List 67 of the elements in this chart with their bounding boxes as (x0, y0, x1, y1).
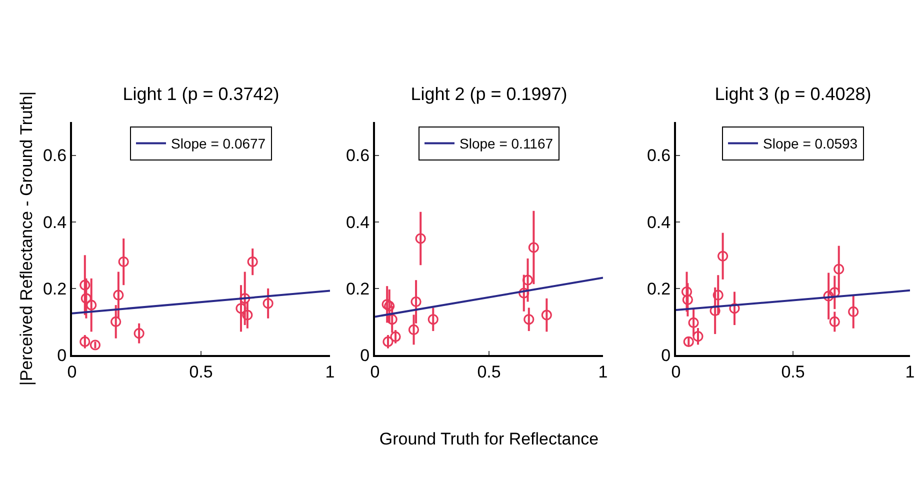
point (524, 314, 534, 325)
point (829, 287, 840, 298)
legend-label: Slope = 0.1167 (460, 136, 554, 152)
point (134, 328, 144, 339)
point (86, 300, 97, 310)
y-tick-label: 0.4 (646, 212, 671, 232)
y-tick-label: 0.2 (346, 279, 370, 298)
point (834, 264, 844, 274)
point (390, 331, 401, 342)
legend-label: Slope = 0.0593 (763, 136, 858, 152)
point (710, 305, 720, 316)
point (242, 310, 253, 320)
y-tick-label: 0.6 (646, 146, 671, 166)
y-tick-label: 0 (360, 346, 370, 365)
point (683, 336, 694, 347)
y-tick-label: 0.2 (646, 279, 671, 298)
x-tick-label: 0.5 (477, 362, 501, 382)
y-axis-title: |Perceived Reflectance - Ground Truth| (17, 91, 36, 386)
x-tick-label: 0.5 (189, 362, 213, 382)
y-tick-label: 0.2 (42, 279, 67, 298)
point (848, 306, 859, 318)
point (522, 274, 534, 286)
chart-title: Light 3 (p = 0.4028) (714, 84, 872, 104)
x-axis-title: Ground Truth for Reflectance (379, 429, 599, 448)
point (688, 317, 699, 328)
point (712, 290, 724, 300)
point (236, 303, 246, 314)
point (682, 294, 693, 306)
point (415, 233, 426, 244)
point (113, 290, 124, 300)
x-tick-label: 0.5 (781, 362, 805, 382)
point (528, 242, 539, 253)
point (692, 331, 704, 342)
y-tick-label: 0 (57, 346, 67, 365)
point (110, 316, 122, 328)
y-tick-label: 0.4 (42, 212, 67, 232)
point (90, 340, 101, 350)
point (80, 280, 90, 290)
point (410, 296, 422, 308)
point (823, 290, 834, 302)
point (518, 288, 530, 298)
point (382, 299, 392, 310)
point (80, 293, 92, 304)
y-tick-label: 0.6 (42, 146, 67, 166)
chart-title: Light 2 (p = 0.1997) (410, 84, 568, 104)
point (386, 314, 398, 325)
x-tick-label: 1 (905, 362, 915, 382)
x-tick-label: 1 (325, 362, 335, 382)
point (718, 250, 728, 262)
y-tick-label: 0.6 (346, 146, 370, 166)
legend-label: Slope = 0.0677 (171, 136, 266, 152)
chart-title: Light 1 (p = 0.3742) (122, 84, 280, 104)
y-tick-label: 0.4 (346, 212, 370, 232)
point (829, 316, 840, 328)
x-tick-label: 1 (598, 362, 608, 382)
point (262, 298, 274, 309)
point (681, 286, 692, 298)
y-tick-label: 0 (661, 346, 671, 365)
point (729, 303, 740, 314)
point (80, 336, 90, 347)
point (428, 314, 438, 325)
point (118, 256, 129, 268)
point (408, 324, 420, 335)
point (247, 256, 258, 268)
point (384, 300, 395, 312)
point (541, 310, 552, 320)
point (382, 336, 394, 347)
